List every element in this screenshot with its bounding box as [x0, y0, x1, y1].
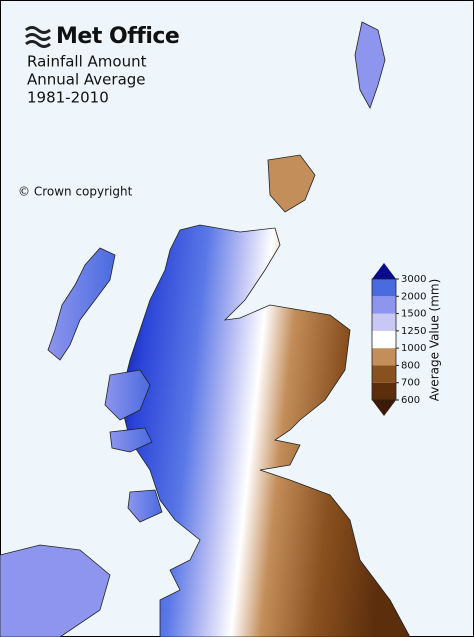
colorbar-band [372, 382, 396, 400]
copyright: © Crown copyright [18, 185, 133, 199]
colorbar-band [372, 330, 396, 349]
colorbar-tick-label: 3000 [401, 274, 426, 285]
colorbar-band [372, 279, 396, 297]
colorbar-outline [371, 278, 397, 401]
logo-text: Met Office [56, 24, 179, 49]
colorbar-band [372, 296, 396, 314]
title-line: Annual Average [27, 71, 146, 89]
colorbar-tick-label: 2000 [401, 291, 426, 302]
colorbar-tick-label: 1500 [401, 309, 426, 320]
colorbar-tick-label: 1000 [401, 343, 426, 354]
colorbar-extension [372, 263, 396, 279]
colorbar-extension [372, 400, 396, 416]
colorbar-band [372, 348, 396, 366]
colorbar-band [372, 365, 396, 383]
colorbar-band [372, 313, 396, 331]
map-land [0, 21, 411, 637]
colorbar-tick-label: 700 [401, 378, 420, 389]
colorbar-tick-label: 800 [401, 360, 420, 371]
colorbar-tick-label: 600 [401, 395, 420, 406]
title-line: 1981-2010 [27, 89, 109, 107]
legend-title: Average Value (mm) [428, 279, 442, 402]
logo-icon [25, 26, 51, 48]
title-line: Rainfall Amount [27, 53, 147, 71]
colorbar: 600 700 800 1000 1250 1500 2000 3000 [371, 263, 426, 416]
colorbar-tick-label: 1250 [401, 326, 426, 337]
